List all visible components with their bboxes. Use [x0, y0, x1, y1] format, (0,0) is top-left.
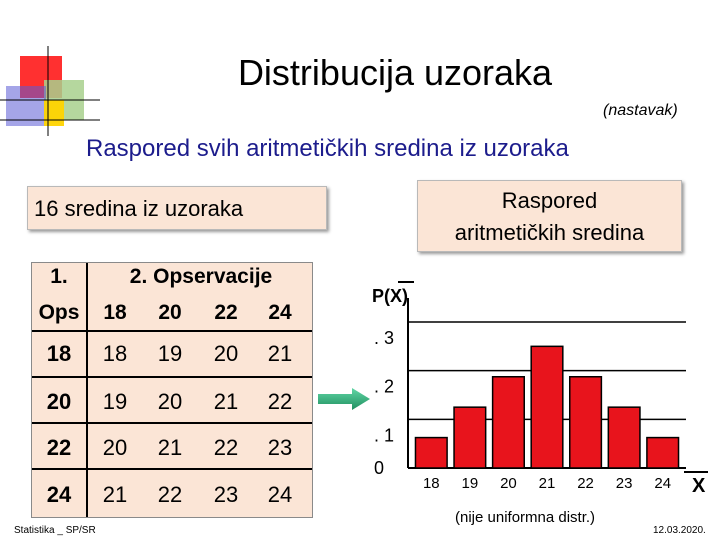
table-cell: 19 — [102, 389, 128, 414]
section-heading: Raspored svih aritmetičkih sredina iz uz… — [86, 135, 569, 162]
table-row-header: 20 — [46, 389, 72, 414]
bar — [491, 376, 525, 469]
slide-subtitle: (nastavak) — [603, 102, 678, 119]
chart-caption: (nije uniformna distr.) — [455, 509, 595, 526]
bar — [414, 436, 448, 469]
distribution-box-line1: Raspored — [501, 188, 598, 213]
table-cell: 21 — [213, 389, 239, 414]
table-header-span: 2. Opservacije — [129, 265, 273, 288]
table-divider-horizontal — [32, 330, 312, 332]
bar — [607, 406, 641, 469]
table-divider-vertical — [86, 263, 88, 517]
table-col-header: 22 — [214, 301, 238, 324]
table-cell: 21 — [267, 341, 293, 366]
x-tick-label: 18 — [423, 475, 440, 492]
x-tick-label: 23 — [616, 475, 633, 492]
table-row-header: 18 — [46, 341, 72, 366]
x-tick-label: 21 — [539, 475, 556, 492]
means-table: 1. Ops 2. Opservacije 18 20 22 24 18 18 … — [31, 262, 313, 518]
table-col-header: 20 — [158, 301, 182, 324]
slide-logo — [0, 46, 100, 136]
x-tick-label: 22 — [577, 475, 594, 492]
bar — [453, 406, 487, 469]
table-cell: 22 — [267, 389, 293, 414]
table-cell: 20 — [102, 435, 128, 460]
right-arrow-icon — [318, 388, 370, 410]
table-cell: 22 — [157, 482, 183, 507]
x-tick-label: 24 — [654, 475, 671, 492]
sample-means-box: 16 sredina iz uzoraka — [27, 186, 327, 230]
y-tick-label: . 1 — [374, 425, 394, 445]
bar — [530, 345, 564, 469]
table-cell: 19 — [157, 341, 183, 366]
slide-title: Distribucija uzoraka — [237, 52, 553, 93]
bar — [646, 436, 680, 469]
table-cell: 24 — [267, 482, 293, 507]
bar — [569, 376, 603, 469]
table-cell: 23 — [267, 435, 293, 460]
y-tick-label: . 2 — [374, 377, 394, 397]
table-corner-label-line1: 1. — [50, 265, 68, 288]
table-col-header: 18 — [103, 301, 127, 324]
footer-course: Statistika _ SP/SR — [14, 525, 96, 536]
table-cell: 21 — [102, 482, 128, 507]
table-cell: 23 — [213, 482, 239, 507]
table-row-header: 24 — [46, 482, 72, 507]
table-row-separator — [32, 422, 312, 424]
table-cell: 21 — [157, 435, 183, 460]
distribution-chart: . 3 . 2 . 1 0 P(X) 18 19 20 21 22 23 24 X (nije unifo… — [372, 281, 708, 526]
table-corner-label-line2: Ops — [38, 301, 80, 324]
table-cell: 22 — [213, 435, 239, 460]
table-col-header: 24 — [268, 301, 292, 324]
distribution-box: Raspored aritmetičkih sredina — [417, 180, 682, 252]
x-tick-label: 19 — [462, 475, 479, 492]
y-tick-label: 0 — [374, 458, 384, 478]
table-row-separator — [32, 468, 312, 470]
table-row-header: 22 — [46, 435, 72, 460]
table-cell: 18 — [102, 341, 128, 366]
table-row-separator — [32, 376, 312, 378]
distribution-box-line2: aritmetičkih sredina — [454, 220, 645, 245]
table-cell: 20 — [157, 389, 183, 414]
y-axis-label: P(X) — [372, 286, 408, 306]
table-cell: 20 — [213, 341, 239, 366]
x-tick-label: 20 — [500, 475, 517, 492]
footer-date: 12.03.2020. — [653, 525, 706, 536]
x-axis-label: X — [692, 475, 706, 497]
y-tick-label: . 3 — [374, 328, 394, 348]
